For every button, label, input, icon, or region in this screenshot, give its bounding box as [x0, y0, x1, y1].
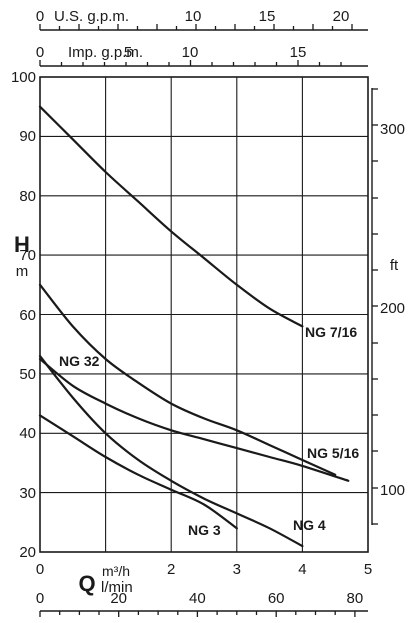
curve-label-ng-4: NG 4 — [293, 517, 326, 533]
curve-ng-4 — [38, 355, 304, 548]
x-axis-lmin: 0 20 40 60 80 — [36, 590, 368, 617]
curve-ng-32 — [38, 357, 350, 482]
us-gpm-tick-label: 20 — [333, 8, 350, 25]
curve-label-ng-32: NG 32 — [59, 353, 100, 369]
curve-label-ng-5-16: NG 5/16 — [307, 445, 359, 461]
y-axis-ft: 300 200 100 ft — [371, 88, 405, 525]
y-axis-title-m: m — [16, 263, 29, 280]
y-tick-label: 80 — [19, 188, 36, 205]
imp-gpm-axis-title: Imp. g.p.m. — [68, 44, 143, 61]
curve-ng-3 — [38, 414, 238, 530]
lmin-tick-label: 20 — [110, 590, 127, 607]
x-axis-m3h: 0 2 3 4 5 Q m³/h l/min — [36, 561, 372, 596]
imp-gpm-tick-label: 5 — [124, 44, 132, 61]
lmin-tick-label: 80 — [347, 590, 364, 607]
y-tick-label: 100 — [11, 69, 36, 86]
ft-tick-label: 300 — [380, 121, 405, 138]
us-gpm-tick-label: 10 — [185, 8, 202, 25]
y-tick-label: 90 — [19, 128, 36, 145]
x-tick-label: 4 — [298, 561, 306, 578]
plot-area — [39, 76, 369, 553]
imp-gpm-tick-label: 10 — [182, 44, 199, 61]
x-tick-label: 2 — [167, 561, 175, 578]
curve-ng-5-16 — [38, 283, 337, 476]
y-axis-m: 20 30 40 50 60 70 80 90 100 H m — [11, 69, 36, 561]
pump-curves — [38, 105, 350, 548]
x-axis-unit-lmin: l/min — [101, 579, 133, 596]
ft-tick-label: 200 — [380, 300, 405, 317]
y-tick-label: 40 — [19, 425, 36, 442]
y-tick-label: 60 — [19, 307, 36, 324]
y-tick-label: 20 — [19, 544, 36, 561]
us-gpm-scale: 0 U.S. g.p.m. 10 15 20 — [36, 8, 368, 31]
lmin-tick-label: 40 — [189, 590, 206, 607]
us-gpm-axis-title: U.S. g.p.m. — [54, 8, 129, 25]
y-axis-title-ft: ft — [390, 257, 399, 274]
y-tick-label: 70 — [19, 247, 36, 264]
lmin-tick-label: 0 — [36, 590, 44, 607]
x-axis-title-q: Q — [78, 571, 95, 596]
curve-labels: NG 7/16 NG 5/16 NG 32 NG 4 NG 3 — [59, 324, 359, 538]
y-tick-label: 30 — [19, 485, 36, 502]
y-axis-title-h: H — [14, 232, 30, 257]
curve-ng-7-16 — [38, 105, 304, 328]
curve-label-ng-3: NG 3 — [188, 522, 221, 538]
y-tick-label: 50 — [19, 366, 36, 383]
x-tick-label: 3 — [233, 561, 241, 578]
x-axis-unit-m3h: m³/h — [102, 563, 130, 579]
imp-gpm-tick-label: 15 — [290, 44, 307, 61]
us-gpm-tick-label: 0 — [36, 8, 44, 25]
lmin-tick-label: 60 — [268, 590, 285, 607]
us-gpm-tick-label: 15 — [259, 8, 276, 25]
imp-gpm-scale: 0 Imp. g.p.m. 10 15 5 — [36, 44, 368, 67]
ft-tick-label: 100 — [380, 482, 405, 499]
curve-label-ng-7-16: NG 7/16 — [305, 324, 357, 340]
x-tick-label: 0 — [36, 561, 44, 578]
imp-gpm-tick-label: 0 — [36, 44, 44, 61]
x-tick-label: 5 — [364, 561, 372, 578]
